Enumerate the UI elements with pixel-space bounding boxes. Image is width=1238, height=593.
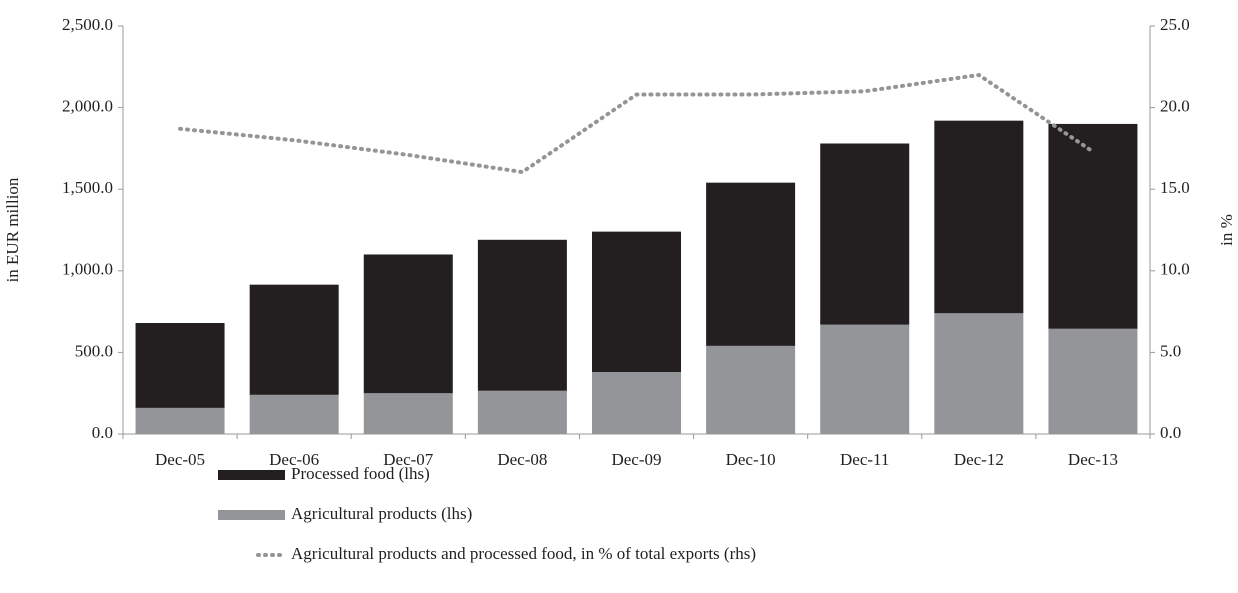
bar-segment — [706, 345, 796, 434]
bar-segment — [249, 394, 339, 434]
x-tick-label: Dec-11 — [840, 450, 889, 469]
y2-tick-label: 0.0 — [1160, 423, 1181, 442]
bar-segment — [1048, 328, 1138, 434]
bar-segment — [135, 323, 225, 408]
bar-segment — [477, 239, 567, 391]
bar-segment — [591, 371, 682, 434]
bar-segment — [363, 254, 453, 394]
bar-segment — [820, 143, 910, 325]
x-tick-label: Dec-07 — [383, 450, 434, 469]
y-tick-label: 1,000.0 — [62, 260, 113, 279]
x-tick-label: Dec-08 — [497, 450, 547, 469]
x-tick-label: Dec-05 — [155, 450, 205, 469]
y-tick-label: 500.0 — [75, 341, 113, 360]
legend-swatch — [218, 510, 285, 520]
x-tick-label: Dec-12 — [954, 450, 1004, 469]
bar-segment — [934, 313, 1024, 434]
bar-segment — [249, 284, 339, 395]
y-axis-label: in EUR million — [3, 177, 22, 282]
x-tick-label: Dec-13 — [1068, 450, 1118, 469]
legend-label: Processed food (lhs) — [291, 464, 430, 483]
y2-tick-label: 10.0 — [1160, 260, 1190, 279]
y-tick-label: 0.0 — [92, 423, 113, 442]
bar-segment — [477, 390, 567, 434]
line-series — [178, 72, 1095, 175]
x-tick-label: Dec-09 — [611, 450, 661, 469]
bar-segment — [363, 393, 453, 434]
legend-label: Agricultural products (lhs) — [291, 504, 472, 523]
y-tick-label: 2,000.0 — [62, 97, 113, 116]
bar-segment — [934, 120, 1024, 314]
y2-tick-label: 25.0 — [1160, 15, 1190, 34]
legend-swatch — [218, 470, 285, 480]
x-tick-label: Dec-06 — [269, 450, 319, 469]
y2-tick-label: 15.0 — [1160, 178, 1190, 197]
legend-label: Agricultural products and processed food… — [291, 544, 756, 563]
bar-segment — [135, 407, 225, 434]
bar-segment — [820, 324, 910, 434]
y-tick-label: 1,500.0 — [62, 178, 113, 197]
y-tick-label: 2,500.0 — [62, 15, 113, 34]
bar-segment — [1048, 123, 1138, 329]
bar-segment — [706, 182, 796, 346]
y2-tick-label: 20.0 — [1160, 97, 1190, 116]
y2-tick-label: 5.0 — [1160, 341, 1181, 360]
y2-axis-label: in % — [1217, 214, 1236, 246]
x-tick-label: Dec-10 — [726, 450, 776, 469]
bar-segment — [591, 231, 682, 372]
